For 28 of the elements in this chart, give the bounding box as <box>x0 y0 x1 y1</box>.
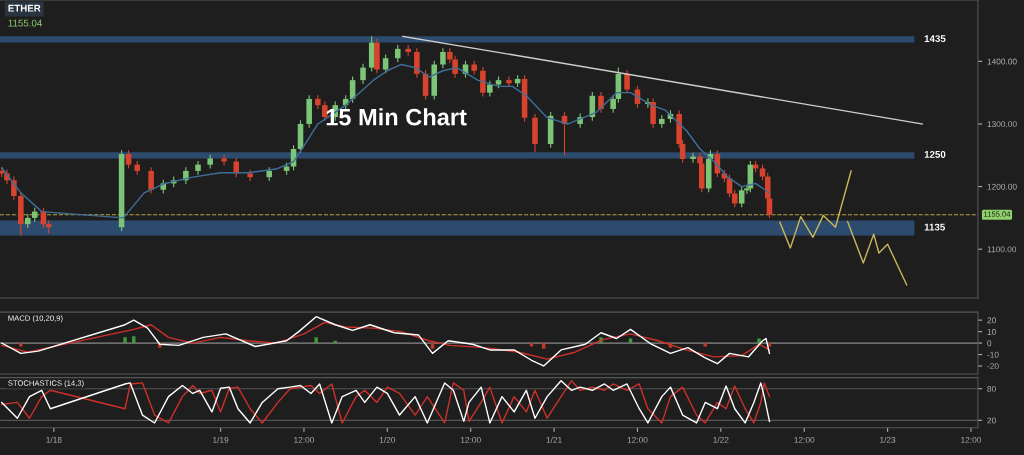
x-tick-label: 1/22 <box>713 436 729 443</box>
y-tick-label: 10 <box>987 328 996 335</box>
y-tick-label: 1200.00 <box>987 183 1017 190</box>
annotation: 15 Min Chart <box>326 108 467 126</box>
y-tick-label: 1100.00 <box>987 246 1017 253</box>
x-tick-label: 1/23 <box>880 436 896 443</box>
x-tick-label: 1/19 <box>213 436 229 443</box>
band-label: 1135 <box>924 223 945 231</box>
y-tick-label: 1300.00 <box>987 121 1017 128</box>
chart-title: ETHER <box>8 4 41 12</box>
x-tick-label: 12:00 <box>627 436 648 443</box>
x-tick-label: 12:00 <box>460 436 481 443</box>
x-tick-label: 12:00 <box>794 436 815 443</box>
band-label: 1250 <box>924 151 946 158</box>
x-tick-label: 1/18 <box>46 436 62 443</box>
y-tick-label: 80 <box>987 385 996 392</box>
x-tick-label: 1/21 <box>546 436 562 443</box>
y-tick-label: 20 <box>987 317 996 324</box>
y-tick-label: -10 <box>987 351 999 358</box>
y-tick-label: 1400.00 <box>987 58 1017 65</box>
y-tick-label: -20 <box>987 363 999 370</box>
band-label: 1435 <box>924 35 946 43</box>
y-tick-label: 20 <box>987 417 996 424</box>
x-tick-label: 12:00 <box>961 436 982 443</box>
x-tick-label: 12:00 <box>294 436 315 443</box>
y-tick-label: 0 <box>987 340 992 347</box>
x-tick-label: 1/20 <box>379 436 396 443</box>
text: 1155.04 <box>8 19 42 27</box>
